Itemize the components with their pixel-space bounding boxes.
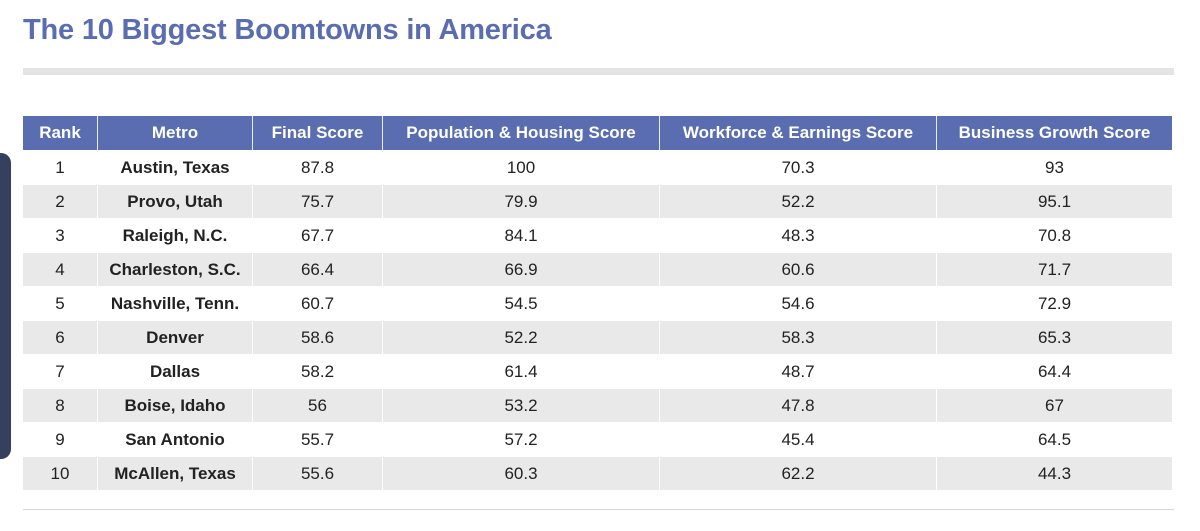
cell-workforce-earnings-score: 47.8 — [660, 388, 937, 422]
page-title: The 10 Biggest Boomtowns in America — [23, 14, 552, 46]
cell-final-score: 66.4 — [253, 252, 383, 286]
cell-population-housing-score: 66.9 — [383, 252, 660, 286]
cell-business-growth-score: 67 — [937, 388, 1172, 422]
cell-rank: 4 — [23, 252, 98, 286]
cell-final-score: 55.6 — [253, 456, 383, 490]
cell-rank: 7 — [23, 354, 98, 388]
cell-business-growth-score: 64.5 — [937, 422, 1172, 456]
cell-population-housing-score: 54.5 — [383, 286, 660, 320]
cell-population-housing-score: 61.4 — [383, 354, 660, 388]
cell-final-score: 60.7 — [253, 286, 383, 320]
cell-business-growth-score: 70.8 — [937, 218, 1172, 252]
cell-workforce-earnings-score: 58.3 — [660, 320, 937, 354]
cell-business-growth-score: 65.3 — [937, 320, 1172, 354]
cell-business-growth-score: 93 — [937, 150, 1172, 184]
bottom-divider — [23, 509, 1174, 510]
boomtowns-table: Rank Metro Final Score Population & Hous… — [23, 116, 1172, 490]
cell-metro: Charleston, S.C. — [98, 252, 253, 286]
cell-metro: San Antonio — [98, 422, 253, 456]
table-row: 4 Charleston, S.C. 66.4 66.9 60.6 71.7 — [23, 252, 1172, 286]
table-row: 6 Denver 58.6 52.2 58.3 65.3 — [23, 320, 1172, 354]
cell-rank: 9 — [23, 422, 98, 456]
cell-final-score: 58.6 — [253, 320, 383, 354]
table-body: 1 Austin, Texas 87.8 100 70.3 93 2 Provo, Utah 7… — [23, 150, 1172, 490]
cell-final-score: 75.7 — [253, 184, 383, 218]
cell-metro: Raleigh, N.C. — [98, 218, 253, 252]
cell-metro: McAllen, Texas — [98, 456, 253, 490]
cell-workforce-earnings-score: 54.6 — [660, 286, 937, 320]
column-header-rank: Rank — [23, 116, 98, 150]
table-row: 1 Austin, Texas 87.8 100 70.3 93 — [23, 150, 1172, 184]
cell-business-growth-score: 44.3 — [937, 456, 1172, 490]
title-divider — [23, 68, 1174, 75]
cell-rank: 2 — [23, 184, 98, 218]
cell-workforce-earnings-score: 60.6 — [660, 252, 937, 286]
column-header-business-growth-score: Business Growth Score — [937, 116, 1172, 150]
column-header-final-score: Final Score — [253, 116, 383, 150]
cell-metro: Austin, Texas — [98, 150, 253, 184]
cell-rank: 1 — [23, 150, 98, 184]
cell-workforce-earnings-score: 62.2 — [660, 456, 937, 490]
cell-business-growth-score: 72.9 — [937, 286, 1172, 320]
cell-final-score: 67.7 — [253, 218, 383, 252]
table-row: 7 Dallas 58.2 61.4 48.7 64.4 — [23, 354, 1172, 388]
cell-population-housing-score: 52.2 — [383, 320, 660, 354]
cell-final-score: 87.8 — [253, 150, 383, 184]
cell-workforce-earnings-score: 45.4 — [660, 422, 937, 456]
cell-final-score: 58.2 — [253, 354, 383, 388]
table-row: 2 Provo, Utah 75.7 79.9 52.2 95.1 — [23, 184, 1172, 218]
table-row: 10 McAllen, Texas 55.6 60.3 62.2 44.3 — [23, 456, 1172, 490]
cell-business-growth-score: 95.1 — [937, 184, 1172, 218]
cell-population-housing-score: 57.2 — [383, 422, 660, 456]
cell-metro: Provo, Utah — [98, 184, 253, 218]
cell-workforce-earnings-score: 70.3 — [660, 150, 937, 184]
side-panel-tab[interactable] — [0, 153, 11, 459]
cell-population-housing-score: 53.2 — [383, 388, 660, 422]
cell-final-score: 56 — [253, 388, 383, 422]
column-header-workforce-earnings-score: Workforce & Earnings Score — [660, 116, 937, 150]
cell-rank: 5 — [23, 286, 98, 320]
cell-business-growth-score: 64.4 — [937, 354, 1172, 388]
cell-metro: Denver — [98, 320, 253, 354]
table-header-row: Rank Metro Final Score Population & Hous… — [23, 116, 1172, 150]
cell-rank: 8 — [23, 388, 98, 422]
cell-rank: 6 — [23, 320, 98, 354]
cell-metro: Boise, Idaho — [98, 388, 253, 422]
cell-population-housing-score: 100 — [383, 150, 660, 184]
table-row: 9 San Antonio 55.7 57.2 45.4 64.5 — [23, 422, 1172, 456]
cell-workforce-earnings-score: 48.3 — [660, 218, 937, 252]
cell-metro: Nashville, Tenn. — [98, 286, 253, 320]
cell-workforce-earnings-score: 52.2 — [660, 184, 937, 218]
cell-rank: 3 — [23, 218, 98, 252]
cell-population-housing-score: 79.9 — [383, 184, 660, 218]
cell-population-housing-score: 60.3 — [383, 456, 660, 490]
cell-metro: Dallas — [98, 354, 253, 388]
cell-population-housing-score: 84.1 — [383, 218, 660, 252]
cell-business-growth-score: 71.7 — [937, 252, 1172, 286]
column-header-metro: Metro — [98, 116, 253, 150]
cell-final-score: 55.7 — [253, 422, 383, 456]
cell-rank: 10 — [23, 456, 98, 490]
table-row: 8 Boise, Idaho 56 53.2 47.8 67 — [23, 388, 1172, 422]
cell-workforce-earnings-score: 48.7 — [660, 354, 937, 388]
table-row: 3 Raleigh, N.C. 67.7 84.1 48.3 70.8 — [23, 218, 1172, 252]
column-header-population-housing-score: Population & Housing Score — [383, 116, 660, 150]
table-row: 5 Nashville, Tenn. 60.7 54.5 54.6 72.9 — [23, 286, 1172, 320]
